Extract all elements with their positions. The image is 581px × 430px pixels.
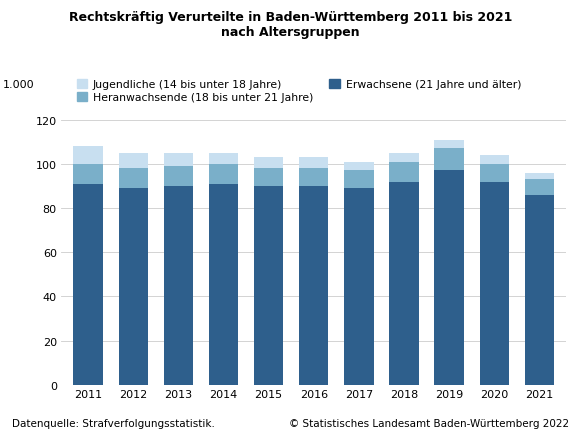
Bar — [254, 158, 284, 169]
Bar — [479, 182, 509, 385]
Bar — [299, 187, 328, 385]
Text: © Statistisches Landesamt Baden-Württemberg 2022: © Statistisches Landesamt Baden-Württemb… — [289, 418, 569, 428]
Bar — [344, 171, 374, 189]
Bar — [209, 184, 238, 385]
Bar — [435, 171, 464, 385]
Bar — [254, 187, 284, 385]
Bar — [73, 165, 103, 184]
Bar — [164, 187, 193, 385]
Bar — [344, 162, 374, 171]
Bar — [254, 169, 284, 187]
Bar — [479, 165, 509, 182]
Bar — [209, 165, 238, 184]
Text: Datenquelle: Strafverfolgungsstatistik.: Datenquelle: Strafverfolgungsstatistik. — [12, 418, 214, 428]
Bar — [525, 173, 554, 180]
Bar — [435, 140, 464, 149]
Legend: Jugendliche (14 bis unter 18 Jahre), Heranwachsende (18 bis unter 21 Jahre), Erw: Jugendliche (14 bis unter 18 Jahre), Her… — [77, 80, 521, 103]
Bar — [299, 158, 328, 169]
Bar — [73, 184, 103, 385]
Bar — [164, 167, 193, 187]
Bar — [209, 154, 238, 165]
Bar — [389, 154, 419, 162]
Bar — [525, 195, 554, 385]
Bar — [73, 147, 103, 165]
Text: 1.000: 1.000 — [3, 80, 34, 90]
Bar — [119, 169, 148, 189]
Text: Rechtskräftig Verurteilte in Baden-Württemberg 2011 bis 2021
nach Altersgruppen: Rechtskräftig Verurteilte in Baden-Württ… — [69, 11, 512, 39]
Bar — [119, 189, 148, 385]
Bar — [525, 180, 554, 195]
Bar — [299, 169, 328, 187]
Bar — [389, 162, 419, 182]
Bar — [389, 182, 419, 385]
Bar — [344, 189, 374, 385]
Bar — [119, 154, 148, 169]
Bar — [435, 149, 464, 171]
Bar — [479, 156, 509, 165]
Bar — [164, 154, 193, 167]
